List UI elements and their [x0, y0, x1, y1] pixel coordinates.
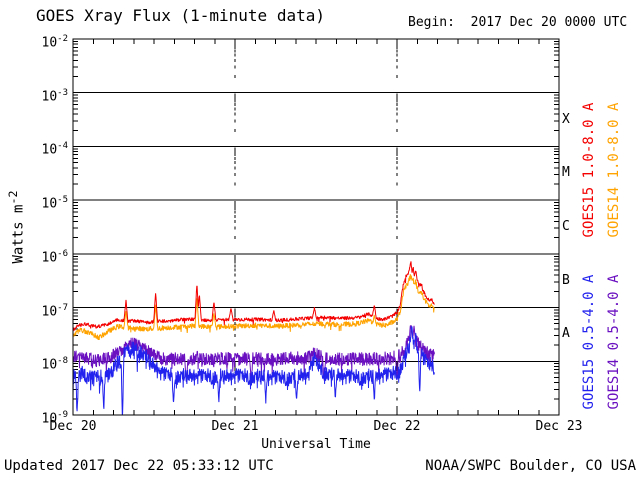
y-tick-label: 10-4: [41, 141, 69, 158]
source-label: NOAA/SWPC Boulder, CO USA: [425, 458, 636, 474]
x-tick-label: Dec 21: [211, 419, 259, 434]
legend-goes14_long: GOES14 1.0-8.0 A: [606, 102, 622, 238]
series-line-goes14_long: [72, 274, 435, 341]
x-tick-label: Dec 23: [535, 419, 583, 434]
updated-timestamp: Updated 2017 Dec 22 05:33:12 UTC: [4, 458, 274, 474]
y-tick-label: 10-6: [41, 248, 69, 266]
flare-class-label-X: X: [562, 111, 570, 127]
flare-class-label-C: C: [562, 219, 570, 234]
y-axis-title: Watts m-2: [6, 147, 27, 307]
y-tick-label: 10-5: [41, 195, 69, 212]
y-tick-label: 10-3: [41, 87, 69, 105]
x-axis-title: Universal Time: [261, 437, 371, 452]
y-axis-title-text: Watts m: [10, 204, 27, 264]
series-line-goes15_long: [72, 261, 435, 332]
flare-class-label-A: A: [562, 326, 570, 342]
flare-class-label-M: M: [562, 165, 570, 181]
flare-class-label-B: B: [562, 272, 570, 288]
begin-time-label: Begin: 2017 Dec 20 0000 UTC: [408, 15, 628, 30]
chart-title: GOES Xray Flux (1-minute data): [36, 6, 325, 25]
legend-goes14_short: GOES14 0.5-4.0 A: [606, 274, 622, 410]
legend-goes15_short: GOES15 0.5-4.0 A: [581, 274, 597, 410]
legend-goes15_long: GOES15 1.0-8.0 A: [581, 102, 597, 238]
y-tick-label: 10-8: [41, 356, 69, 373]
y-tick-label: 10-7: [41, 302, 69, 319]
x-tick-label: Dec 20: [49, 419, 97, 434]
x-tick-label: Dec 22: [373, 419, 421, 434]
y-axis-title-exponent: -2: [6, 190, 20, 205]
y-tick-label: 10-9: [41, 410, 69, 427]
series-line-goes15_short: [72, 326, 435, 416]
y-tick-label: 10-2: [41, 34, 69, 51]
